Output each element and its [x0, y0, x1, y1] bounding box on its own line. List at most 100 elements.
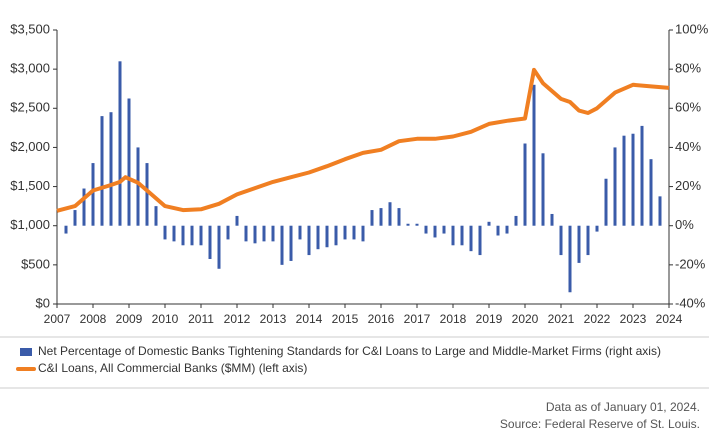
bar	[325, 225, 329, 248]
y2-tick-label: 40%	[675, 139, 701, 154]
x-tick-label: 2015	[332, 312, 359, 326]
bar	[622, 135, 626, 226]
bar	[640, 125, 644, 226]
x-tick-label: 2009	[116, 312, 143, 326]
y2-tick-label: -40%	[675, 295, 706, 310]
bar	[217, 225, 221, 269]
y2-tick-label: 0%	[675, 217, 694, 232]
bar	[460, 225, 464, 246]
bar	[424, 225, 428, 234]
bar	[334, 225, 338, 246]
y-tick-label: $2,000	[10, 139, 50, 154]
bar	[595, 225, 599, 232]
bar	[442, 225, 446, 234]
y-tick-label: $3,000	[10, 61, 50, 76]
bar	[343, 225, 347, 240]
bar	[226, 225, 230, 240]
bar	[604, 178, 608, 226]
y-tick-label: $3,500	[10, 21, 50, 36]
y-tick-label: $1,000	[10, 217, 50, 232]
bar	[361, 225, 365, 242]
y2-tick-label: 80%	[675, 61, 701, 76]
bar	[523, 143, 527, 226]
bar	[433, 225, 437, 238]
bar	[154, 206, 158, 226]
bar	[127, 98, 131, 226]
bar	[496, 225, 500, 236]
x-tick-label: 2012	[224, 312, 251, 326]
x-tick-label: 2020	[512, 312, 539, 326]
bar	[379, 208, 383, 226]
x-tick-label: 2022	[584, 312, 611, 326]
bar	[190, 225, 194, 246]
bar	[163, 225, 167, 240]
bar	[172, 225, 176, 242]
bar	[478, 225, 482, 256]
bar	[469, 225, 473, 252]
bar	[370, 210, 374, 226]
legend-label: Net Percentage of Domestic Banks Tighten…	[38, 344, 661, 358]
y-tick-label: $0	[36, 295, 50, 310]
bar	[532, 84, 536, 226]
y2-tick-label: 60%	[675, 100, 701, 115]
bar	[316, 225, 320, 250]
bar	[631, 133, 635, 226]
bar	[406, 223, 410, 226]
x-tick-label: 2014	[296, 312, 323, 326]
bar	[280, 225, 284, 265]
bar	[613, 147, 617, 226]
y-tick-label: $2,500	[10, 100, 50, 115]
x-tick-label: 2017	[404, 312, 431, 326]
bar	[397, 208, 401, 226]
footer-note: Data as of January 01, 2024.	[546, 400, 700, 414]
bar	[73, 210, 77, 226]
bar	[505, 225, 509, 234]
bar	[658, 196, 662, 226]
bar	[388, 202, 392, 226]
bar	[118, 61, 122, 226]
x-tick-label: 2024	[656, 312, 683, 326]
bar	[514, 215, 518, 226]
bar	[199, 225, 203, 246]
bar	[271, 225, 275, 242]
footer-source: Source: Federal Reserve of St. Louis.	[500, 417, 700, 431]
bar	[352, 225, 356, 240]
y-tick-label: $500	[21, 256, 50, 271]
x-tick-label: 2010	[152, 312, 179, 326]
bar	[487, 221, 491, 226]
bar	[451, 225, 455, 246]
bar	[289, 225, 293, 261]
bar	[109, 112, 113, 226]
y2-tick-label: -20%	[675, 256, 706, 271]
bar	[145, 163, 149, 226]
bar	[136, 147, 140, 226]
line	[56, 67, 670, 213]
bar	[64, 225, 68, 234]
bar	[415, 223, 419, 226]
y-tick-label: $1,500	[10, 178, 50, 193]
bar	[181, 225, 185, 246]
bar	[91, 163, 95, 226]
x-tick-label: 2008	[80, 312, 107, 326]
bar	[298, 225, 302, 240]
bar	[100, 116, 104, 226]
bar	[307, 225, 311, 256]
bar	[244, 225, 248, 242]
bar	[253, 225, 257, 244]
y2-tick-label: 20%	[675, 178, 701, 193]
x-tick-label: 2013	[260, 312, 287, 326]
bar	[568, 225, 572, 293]
x-tick-label: 2023	[620, 312, 647, 326]
legend-swatch	[20, 348, 32, 356]
x-tick-label: 2018	[440, 312, 467, 326]
bar	[208, 225, 212, 259]
x-tick-label: 2011	[188, 312, 214, 326]
x-tick-label: 2021	[548, 312, 575, 326]
bar	[559, 225, 563, 256]
bar	[262, 225, 266, 242]
bar	[586, 225, 590, 256]
legend-label: C&I Loans, All Commercial Banks ($MM) (l…	[38, 361, 307, 375]
x-tick-label: 2007	[44, 312, 71, 326]
bar	[649, 159, 653, 226]
bar	[541, 153, 545, 226]
